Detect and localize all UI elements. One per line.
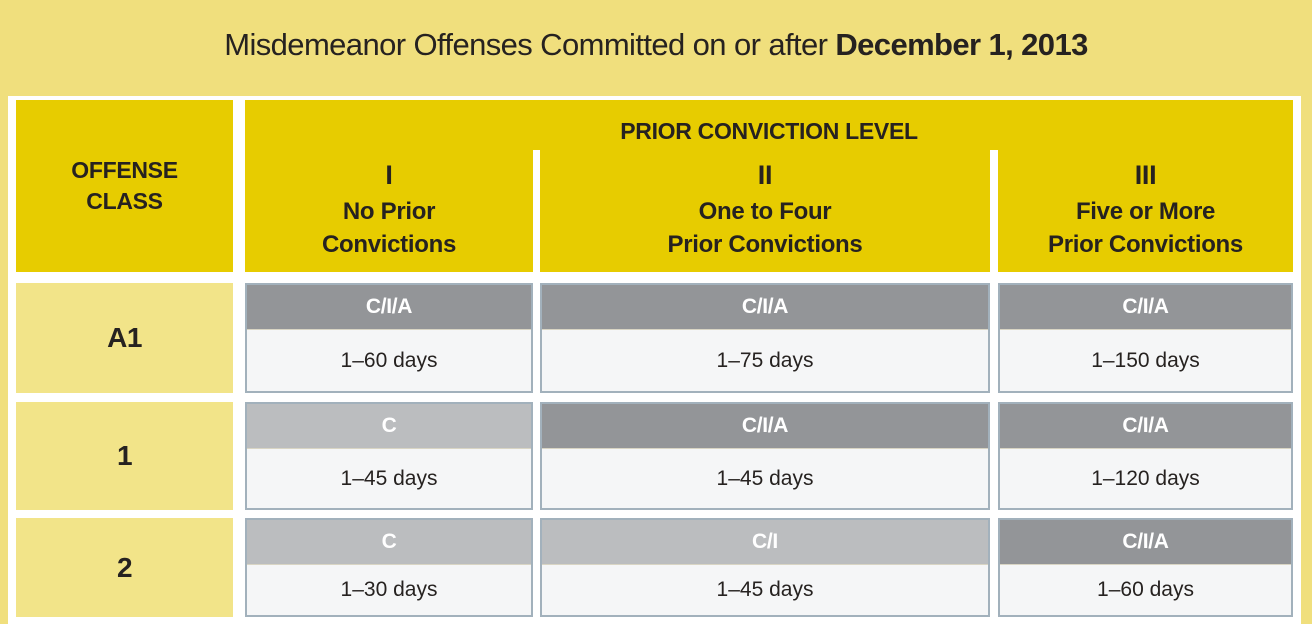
punishment-type-band: C/I/A <box>1000 404 1291 449</box>
punishment-type-band: C/I/A <box>1000 520 1291 565</box>
offense-class-header-cell: OFFENSE CLASS <box>16 100 233 272</box>
level-ii-desc-line2: Prior Convictions <box>667 230 863 258</box>
sentence-range: 1–150 days <box>1091 348 1200 372</box>
punishment-type-band: C/I <box>542 520 988 565</box>
level-i-numeral: I <box>385 160 393 191</box>
sentence-range: 1–60 days <box>340 348 438 372</box>
sentence-range: 1–30 days <box>340 578 438 601</box>
level-i-desc-line2: Convictions <box>321 230 457 258</box>
title-prefix: Misdemeanor Offenses Committed on or aft… <box>224 27 836 62</box>
sentence-range: 1–45 days <box>716 578 814 601</box>
level-header-iii: III Five or More Prior Convictions <box>998 150 1293 272</box>
prior-conviction-level-columns: I No Prior Convictions II One to Four Pr… <box>245 150 1293 272</box>
offense-class-cell-1: 1 <box>16 402 233 510</box>
punishment-cell-a1-iii: C/I/A 1–150 days <box>998 283 1293 393</box>
punishment-cell-2-ii: C/I 1–45 days <box>540 518 990 617</box>
level-ii-desc-line1: One to Four <box>698 197 832 225</box>
punishment-cell-a1-ii: C/I/A 1–75 days <box>540 283 990 393</box>
punishment-type-band: C <box>247 404 531 449</box>
punishment-cell-1-iii: C/I/A 1–120 days <box>998 402 1293 510</box>
punishment-cell-1-ii: C/I/A 1–45 days <box>540 402 990 510</box>
sentence-range: 1–45 days <box>716 466 814 490</box>
sentence-range: 1–45 days <box>340 466 438 490</box>
punishment-chart-panel: OFFENSE CLASS PRIOR CONVICTION LEVEL I N… <box>8 96 1301 624</box>
sentence-range: 1–60 days <box>1097 578 1194 601</box>
punishment-chart-grid: OFFENSE CLASS PRIOR CONVICTION LEVEL I N… <box>16 100 1293 617</box>
level-header-ii: II One to Four Prior Convictions <box>540 150 990 272</box>
punishment-cell-a1-i: C/I/A 1–60 days <box>245 283 533 393</box>
punishment-type-band: C/I/A <box>247 285 531 330</box>
page-title: Misdemeanor Offenses Committed on or aft… <box>224 27 1088 63</box>
punishment-cell-1-i: C 1–45 days <box>245 402 533 510</box>
prior-conviction-level-header: PRIOR CONVICTION LEVEL I No Prior Convic… <box>245 100 1293 272</box>
sentence-range: 1–75 days <box>716 348 814 372</box>
level-iii-desc-line2: Prior Convictions <box>1048 230 1243 258</box>
sentence-range: 1–120 days <box>1091 466 1200 490</box>
prior-conviction-level-label: PRIOR CONVICTION LEVEL <box>620 117 918 144</box>
level-ii-numeral: II <box>757 160 773 191</box>
offense-class-cell-2: 2 <box>16 518 233 617</box>
level-i-desc-line1: No Prior <box>342 197 436 225</box>
level-iii-desc-line1: Five or More <box>1075 197 1216 225</box>
offense-class-cell-a1: A1 <box>16 283 233 393</box>
level-header-i: I No Prior Convictions <box>245 150 533 272</box>
punishment-type-band: C/I/A <box>1000 285 1291 330</box>
level-iii-numeral: III <box>1134 160 1157 191</box>
offense-class-header-line2: CLASS <box>86 188 163 214</box>
punishment-type-band: C <box>247 520 531 565</box>
punishment-cell-2-iii: C/I/A 1–60 days <box>998 518 1293 617</box>
punishment-cell-2-i: C 1–30 days <box>245 518 533 617</box>
punishment-type-band: C/I/A <box>542 404 988 449</box>
title-effective-date: December 1, 2013 <box>835 27 1088 62</box>
offense-class-header-line1: OFFENSE <box>71 156 178 183</box>
title-bar: Misdemeanor Offenses Committed on or aft… <box>0 0 1312 90</box>
punishment-type-band: C/I/A <box>542 285 988 330</box>
